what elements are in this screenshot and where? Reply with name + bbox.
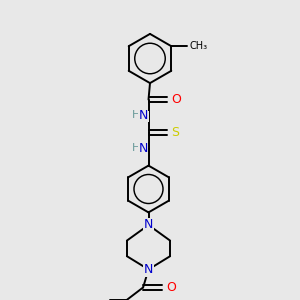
Text: O: O [171, 93, 181, 106]
Text: S: S [171, 126, 179, 139]
Text: N: N [144, 218, 153, 232]
Text: CH₃: CH₃ [190, 41, 208, 51]
Text: H: H [132, 110, 140, 121]
Text: H: H [132, 143, 140, 154]
Text: HN: HN [132, 111, 148, 121]
Text: N: N [138, 142, 148, 155]
Text: N: N [144, 263, 153, 276]
Text: O: O [166, 281, 176, 294]
Text: N: N [138, 109, 148, 122]
